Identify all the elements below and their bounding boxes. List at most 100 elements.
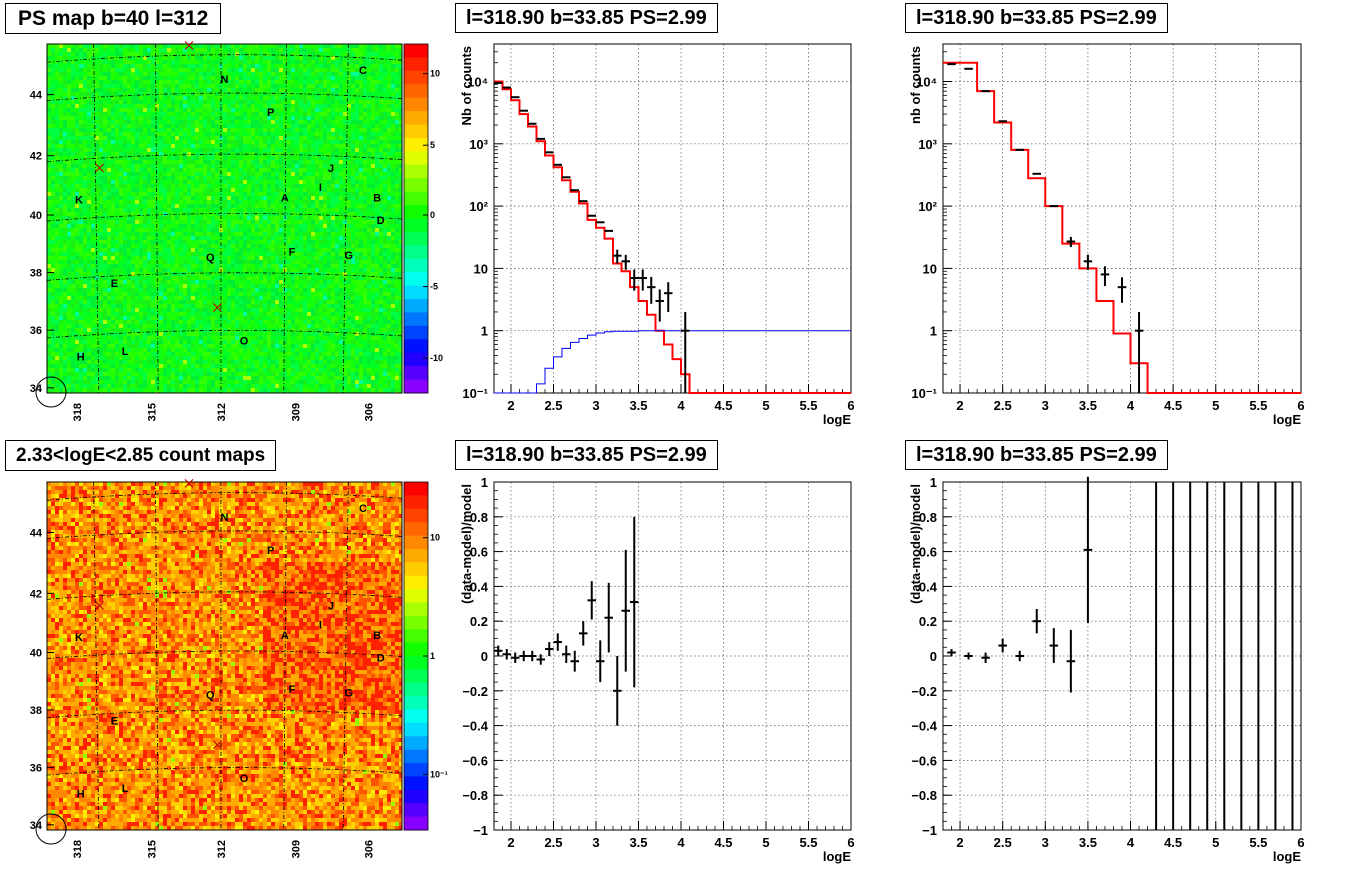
chart-1-x-axis-label: logE [1273, 412, 1301, 427]
map2-lat-line [47, 591, 402, 600]
chart-1-data-point [1134, 311, 1144, 393]
map1-lon-tick-label: 312 [216, 403, 228, 421]
map2-colorbar-tick-label: 1 [430, 651, 435, 661]
map1-source-label-N: N [221, 74, 229, 86]
map1-lon-tick-label: 318 [72, 403, 84, 421]
map1-lat-tick-label: 40 [30, 210, 42, 222]
chart-3-y-tick-label: −0.4 [911, 719, 937, 734]
map2-cross-marker [95, 601, 104, 610]
chart-0-x-tick-label: 5.5 [799, 398, 817, 413]
map2-coord-grid [47, 482, 402, 830]
chart-0-series-0-line [494, 80, 851, 394]
map2-source-label-P: P [267, 545, 274, 557]
chart-3-y-tick-label: 0.2 [919, 614, 937, 629]
chart-1-x-tick-label: 2.5 [994, 398, 1012, 413]
map2-lon-line [93, 482, 100, 830]
chart-3-x-tick-label: 2 [956, 835, 963, 850]
chart-2-data-point [502, 649, 511, 660]
chart-0-data-point [630, 269, 639, 291]
chart-2-x-tick-label: 5.5 [799, 835, 817, 850]
chart-0-x-tick-label: 4.5 [714, 398, 732, 413]
chart-1-grid [943, 44, 1302, 394]
chart-2-data-point [621, 549, 630, 672]
chart-2-data-point [613, 656, 622, 726]
chart-1-y-axis-label: nb of counts [908, 46, 923, 124]
map1-frame [46, 43, 403, 394]
map1-source-label-O: O [240, 336, 249, 348]
chart-0-x-tick-label: 2.5 [544, 398, 562, 413]
map2-source-label-H: H [77, 788, 85, 800]
map2-source-label-E: E [111, 715, 118, 727]
chart-0-data-point [655, 289, 664, 322]
chart-1-x-tick-label: 3.5 [1079, 398, 1097, 413]
chart-3-y-tick-label: −1 [922, 823, 937, 838]
chart-2-x-tick-label: 3 [592, 835, 599, 850]
chart-0-x-tick-label: 4 [677, 398, 685, 413]
map1-lat-tick-label: 34 [30, 383, 43, 395]
chart-1: 2 2.5 3 3.5 4 4.5 5 5.5 6 10⁻¹ 1 10 10² 10³ 10⁴ logE nb … [908, 43, 1305, 427]
map2-source-label-Q: Q [206, 689, 215, 701]
map2-source-label-G: G [344, 688, 353, 700]
chart-3-y-tick-label: −0.8 [911, 788, 937, 803]
chart-3-data-point [1015, 650, 1024, 662]
map1-colorbar-tick-label: 5 [430, 140, 435, 150]
spectrum-panel-title: l=318.90 b=33.85 PS=2.99 [455, 3, 718, 33]
chart-3-y-tick-label: 0.8 [919, 510, 937, 525]
chart-2-y-tick-label: −1 [473, 823, 488, 838]
map2-source-label-K: K [75, 632, 83, 644]
map2-source-label-O: O [240, 773, 249, 785]
chart-3-data-point [981, 652, 990, 663]
map1-colorbar-tick-label: 10 [430, 69, 440, 79]
chart-3-y-axis-label: (data-model)/model [908, 484, 923, 604]
map1-lon-line [342, 44, 349, 393]
map1-cross-marker [213, 303, 222, 312]
map1-source-label-A: A [281, 193, 289, 205]
map1-source-label-D: D [377, 215, 385, 227]
map2-lat-tick-label: 38 [30, 705, 42, 717]
map1-source-label-K: K [75, 194, 83, 206]
map1-lat-line [47, 153, 402, 163]
map1-source-label-G: G [344, 250, 353, 262]
chart-1-data-point [1066, 236, 1076, 248]
map2-lat-line [47, 530, 402, 539]
map1-lon-tick-label: 309 [291, 403, 303, 421]
chart-0-x-tick-label: 5 [762, 398, 769, 413]
chart-2-y-tick-label: 1 [481, 475, 488, 490]
chart-3-x-tick-label: 5 [1212, 835, 1219, 850]
chart-3-data-point [1032, 609, 1042, 634]
map1-lon-line [155, 44, 159, 393]
map1-coord-grid [47, 44, 402, 393]
map1-source-label-L: L [122, 346, 129, 358]
chart-3-y-tick-label: 0.6 [919, 545, 937, 560]
map2-lon-line [155, 482, 159, 830]
chart-2-data-point [587, 581, 596, 620]
chart-1-data-point [1100, 266, 1110, 287]
map2-lat-tick-label: 44 [30, 527, 43, 539]
map2-colorbar: 10 1 10⁻¹ [403, 481, 448, 831]
map1-heatmap [47, 44, 402, 393]
chart-2-y-tick-label: 0.2 [470, 614, 488, 629]
chart-2-y-tick-label: 0.4 [470, 579, 489, 594]
chart-3-x-tick-label: 3 [1042, 835, 1049, 850]
map1-lat-line [47, 92, 402, 102]
chart-2-y-tick-label: −0.4 [462, 719, 488, 734]
chart-1-x-tick-label: 4 [1127, 398, 1135, 413]
map2-source-label-F: F [289, 684, 296, 696]
chart-3-data-point [947, 649, 956, 656]
chart-2-data-point [528, 650, 537, 662]
map1-source-label-F: F [289, 247, 296, 259]
chart-0: 2 2.5 3 3.5 4 4.5 5 5.5 6 10⁻¹ 1 10 10² 10³ 10⁴ logE Nb … [459, 43, 855, 427]
chart-2-data-point [519, 650, 528, 662]
chart-2: 2 2.5 3 3.5 4 4.5 5 5.5 6 1 0.8 0.6 0.4 0.2 0 −0.2 −0.4 −… [459, 475, 855, 864]
chart-2-data-point [630, 516, 639, 688]
map2-source-label-J: J [328, 601, 334, 613]
chart-3-x-axis-label: logE [1273, 849, 1301, 864]
chart-0-y-tick-label: 10³ [469, 137, 488, 152]
map1-lon-line [93, 44, 100, 393]
chart-0-x-axis-label: logE [823, 412, 851, 427]
chart-3-grid [943, 481, 1302, 831]
map2-source-label-B: B [373, 630, 381, 642]
chart-0-x-tick-label: 3.5 [629, 398, 647, 413]
